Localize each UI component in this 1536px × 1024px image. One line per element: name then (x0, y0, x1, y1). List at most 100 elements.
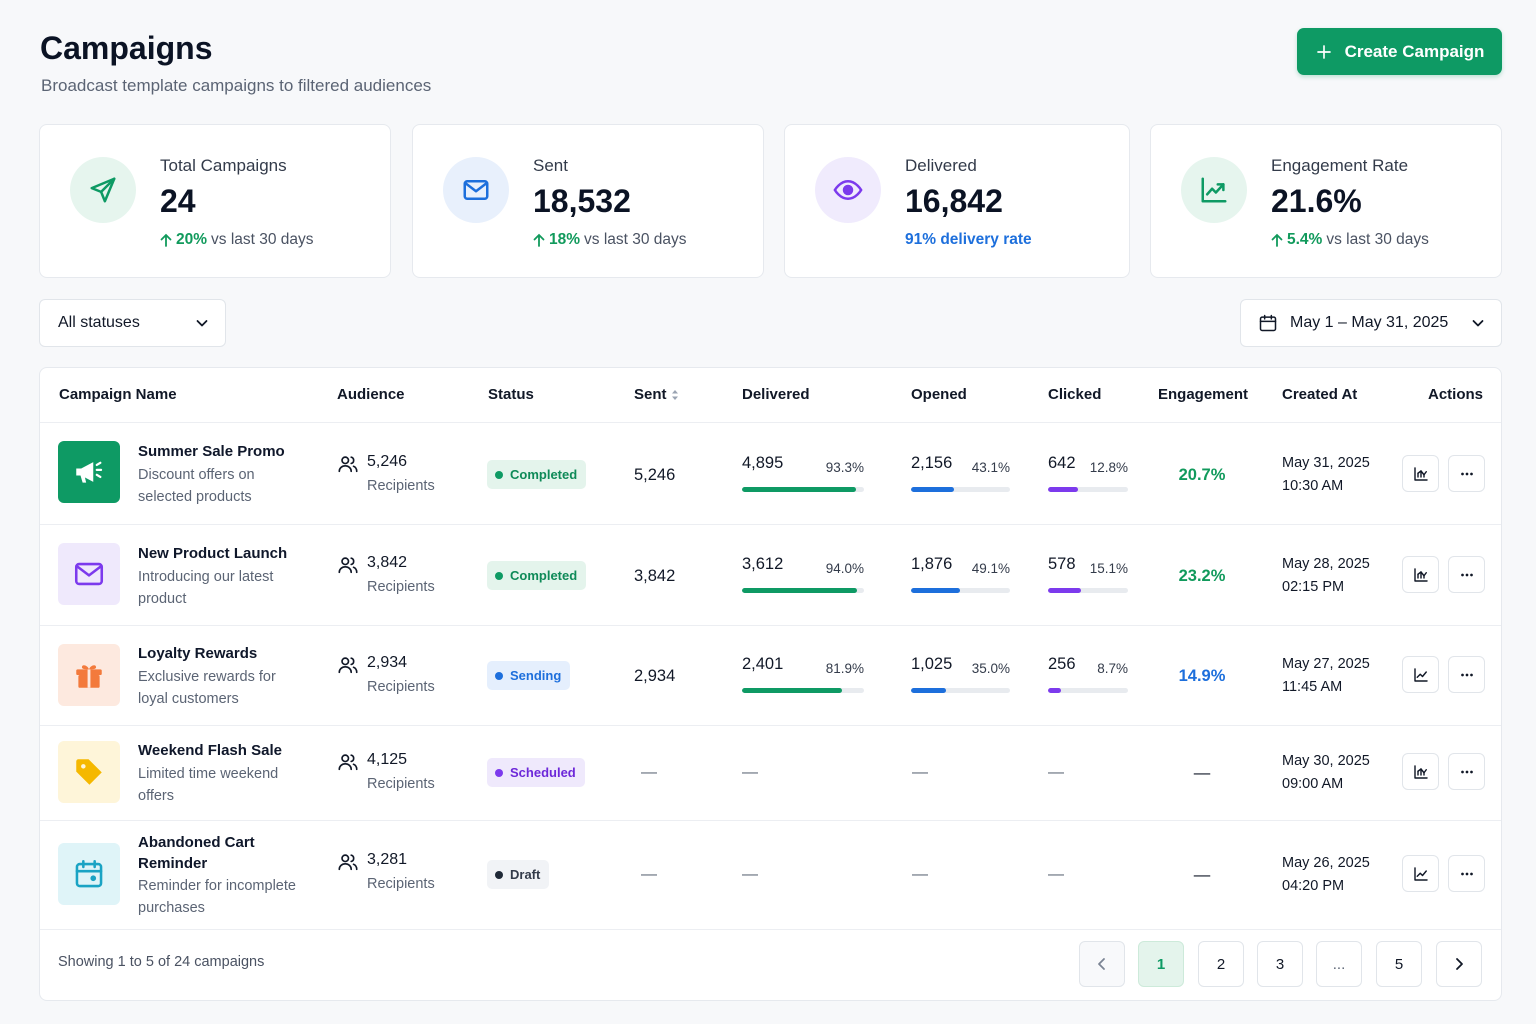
stat-value: 18,532 (533, 183, 631, 219)
calendar-icon (1259, 314, 1277, 332)
status-dot (495, 671, 503, 680)
stat-delivery-rate: 91% delivery rate (905, 231, 1032, 249)
divider (40, 422, 1501, 423)
view-analytics-button[interactable] (1402, 455, 1439, 492)
page-title: Campaigns (40, 30, 213, 66)
page-button-1[interactable]: 1 (1138, 941, 1184, 987)
stat-card-engagement-rate: Engagement Rate 21.6% 5.4% vs last 30 da… (1150, 124, 1502, 278)
column-header-status[interactable]: Status (488, 386, 534, 403)
column-header-sent[interactable]: Sent (634, 386, 679, 403)
table-row[interactable]: Summer Sale Promo Discount offers on sel… (40, 423, 1501, 525)
page-subtitle: Broadcast template campaigns to filtered… (41, 76, 432, 95)
opened-percent: 49.1% (971, 561, 1010, 576)
table-row[interactable]: Loyalty Rewards Exclusive rewards for lo… (40, 626, 1501, 726)
column-header-label: Delivered (742, 386, 810, 403)
chevron-down-icon (1472, 320, 1484, 327)
users-icon (338, 657, 358, 674)
view-analytics-button[interactable] (1402, 753, 1439, 790)
divider (40, 820, 1501, 821)
column-header-label: Created At (1282, 386, 1358, 403)
campaign-description: Limited time weekend offers (138, 766, 279, 804)
calendar-icon (58, 843, 120, 905)
status-label: Draft (510, 867, 541, 882)
campaign-name[interactable]: Weekend Flash Sale (138, 742, 282, 759)
status-badge: Draft (487, 860, 550, 889)
audience-label: Recipients (367, 478, 435, 494)
created-time: 04:20 PM (1282, 878, 1345, 894)
campaign-description: Exclusive rewards for loyal customers (138, 669, 276, 707)
campaign-description: Introducing our latest product (138, 569, 274, 607)
sent-count: — (641, 764, 657, 781)
status-badge: Scheduled (487, 758, 585, 787)
table-row[interactable]: Abandoned Cart Reminder Reminder for inc… (40, 821, 1501, 930)
sent-count: 2,934 (634, 667, 676, 685)
chevron-down-icon (196, 320, 208, 327)
page-button-5[interactable]: 5 (1376, 941, 1422, 987)
column-header-audience[interactable]: Audience (337, 386, 405, 403)
audience-count: 3,281 (367, 851, 408, 868)
more-actions-button[interactable] (1448, 656, 1485, 693)
clicked-progress-bar (1048, 588, 1128, 593)
sent-count: — (641, 866, 657, 883)
column-header-opened[interactable]: Opened (911, 386, 967, 403)
clicked-percent: 8.7% (1097, 661, 1128, 676)
opened-progress-bar (911, 487, 1010, 492)
column-header-label: Campaign Name (59, 386, 177, 403)
eye-icon (815, 157, 881, 223)
status-filter-select[interactable]: All statuses (39, 299, 226, 347)
stat-label: Total Campaigns (160, 156, 287, 175)
created-date: May 28, 2025 (1282, 556, 1370, 572)
stat-label: Delivered (905, 156, 977, 175)
previous-page-button[interactable] (1079, 941, 1125, 987)
audience-label: Recipients (367, 876, 435, 892)
more-actions-button[interactable] (1448, 753, 1485, 790)
view-analytics-button[interactable] (1402, 556, 1439, 593)
clicked-count: — (1048, 764, 1064, 781)
clicked-count: 256 (1048, 655, 1076, 673)
column-header-campaign-name[interactable]: Campaign Name (59, 386, 177, 403)
more-actions-button[interactable] (1448, 455, 1485, 492)
chart-icon (1413, 866, 1428, 881)
campaigns-table: Campaign Name Audience Status Sent Deliv… (39, 367, 1502, 1001)
arrow-up-icon (1271, 233, 1283, 247)
trend-up-icon (1181, 157, 1247, 223)
column-header-created-at[interactable]: Created At (1282, 386, 1357, 403)
column-header-delivered[interactable]: Delivered (742, 386, 810, 403)
chart-icon (1413, 667, 1428, 682)
status-dot (495, 470, 503, 479)
status-badge: Completed (487, 460, 587, 489)
arrow-up-icon (533, 233, 545, 247)
campaign-name[interactable]: Abandoned Cart Reminder (138, 834, 255, 872)
clicked-count: 578 (1048, 555, 1076, 573)
table-row[interactable]: New Product Launch Introducing our lates… (40, 525, 1501, 626)
campaign-name[interactable]: Loyalty Rewards (138, 645, 258, 662)
clicked-percent: 12.8% (1089, 460, 1128, 475)
table-row[interactable]: Weekend Flash Sale Limited time weekend … (40, 726, 1501, 821)
next-page-button[interactable] (1436, 941, 1482, 987)
view-analytics-button[interactable] (1402, 855, 1439, 892)
view-analytics-button[interactable] (1402, 656, 1439, 693)
engagement-rate: 20.7% (1178, 466, 1226, 484)
more-actions-button[interactable] (1448, 556, 1485, 593)
users-icon (338, 754, 358, 771)
delivered-percent: 93.3% (825, 460, 864, 475)
status-badge: Completed (487, 561, 587, 590)
create-campaign-button[interactable]: Create Campaign (1297, 28, 1502, 75)
column-header-engagement[interactable]: Engagement (1158, 386, 1248, 403)
date-range-value: May 1 – May 31, 2025 (1290, 314, 1449, 331)
opened-count: 2,156 (911, 454, 953, 472)
stat-card-sent: Sent 18,532 18% vs last 30 days (412, 124, 764, 278)
opened-percent: 43.1% (971, 460, 1010, 475)
campaign-name[interactable]: New Product Launch (138, 545, 288, 562)
send-icon (70, 157, 136, 223)
page-button-2[interactable]: 2 (1198, 941, 1244, 987)
opened-count: 1,025 (911, 655, 953, 673)
more-actions-button[interactable] (1448, 855, 1485, 892)
opened-count: — (912, 866, 928, 883)
delivered-count: 3,612 (742, 555, 784, 573)
divider (40, 725, 1501, 726)
page-button-3[interactable]: 3 (1257, 941, 1303, 987)
campaign-name[interactable]: Summer Sale Promo (138, 443, 285, 460)
date-range-picker[interactable]: May 1 – May 31, 2025 (1240, 299, 1502, 347)
column-header-clicked[interactable]: Clicked (1048, 386, 1101, 403)
